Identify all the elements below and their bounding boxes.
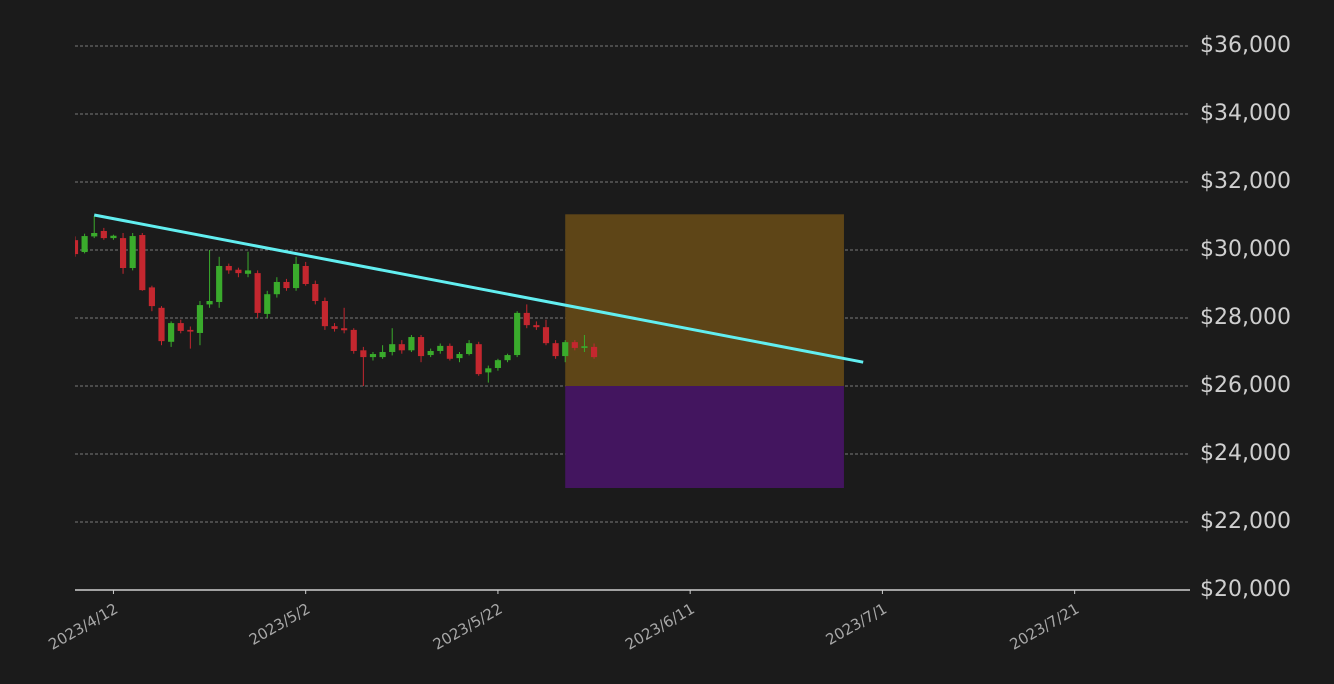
candle-body (552, 343, 559, 357)
zone (565, 214, 844, 386)
candle-body (158, 307, 165, 342)
candle-body (75, 240, 79, 255)
candle-body (350, 329, 357, 351)
candle-body (533, 325, 540, 328)
candle-body (437, 345, 444, 351)
candle-body (129, 236, 136, 269)
candle-body (168, 323, 175, 342)
candle-body (523, 312, 530, 326)
candle-body (581, 346, 588, 348)
candle-body (542, 327, 550, 344)
candle-body (379, 352, 386, 358)
candle-body (590, 346, 598, 358)
candle-body (91, 233, 98, 237)
candle-body (177, 323, 184, 331)
candle-body (283, 281, 290, 289)
candle-body (225, 265, 232, 271)
candle-body (408, 337, 415, 351)
candle-body (312, 284, 319, 301)
candle-body (81, 236, 88, 253)
candle-body (148, 287, 155, 307)
candle-body (360, 350, 367, 358)
candle-body (456, 354, 463, 359)
candle-body (427, 350, 434, 356)
candle-body (110, 235, 117, 239)
y-tick-label: $22,000 (1200, 509, 1291, 534)
x-tick-label: 2023/4/12 (45, 600, 121, 654)
trend-line (93, 213, 864, 364)
candle-body (273, 281, 280, 295)
candle-body (254, 273, 261, 313)
candle-body (139, 235, 146, 291)
candle-body (466, 343, 473, 355)
candle-body (216, 265, 223, 303)
candle-body (398, 344, 405, 351)
candle-body (244, 270, 252, 274)
x-tick-label: 2023/6/11 (622, 600, 698, 654)
x-tick-label: 2023/5/2 (246, 600, 313, 649)
candle-body (369, 354, 377, 358)
x-tick-label: 2023/7/1 (823, 600, 890, 649)
candle-body (293, 263, 300, 289)
candle-body (264, 294, 271, 314)
x-tick-label: 2023/5/22 (430, 600, 506, 654)
y-tick-label: $36,000 (1200, 33, 1291, 58)
candle-body (504, 355, 511, 361)
candle-body (187, 329, 194, 332)
candle-body (389, 344, 396, 352)
candle-body (494, 360, 502, 368)
candle-body (331, 326, 338, 329)
candle-body (206, 301, 213, 305)
y-tick-label: $32,000 (1200, 169, 1291, 194)
candle-body (514, 312, 521, 356)
candle-body (302, 265, 309, 284)
candle-body (485, 368, 492, 373)
candle-body (571, 342, 578, 348)
candle-body (100, 230, 107, 239)
candle-body (341, 328, 348, 331)
zone (565, 386, 844, 488)
candle-body (475, 344, 482, 375)
y-tick-label: $30,000 (1200, 237, 1291, 262)
y-tick-label: $26,000 (1200, 373, 1291, 398)
candle-body (562, 342, 569, 357)
candle-body (235, 269, 242, 274)
candle-body (196, 305, 204, 333)
candle-body (417, 337, 425, 357)
x-tick-label: 2023/7/21 (1007, 600, 1083, 654)
y-tick-label: $34,000 (1200, 101, 1291, 126)
candle-body (446, 345, 453, 359)
candle-body (119, 238, 127, 269)
plot-area (75, 213, 864, 488)
y-tick-label: $28,000 (1200, 305, 1291, 330)
y-tick-label: $20,000 (1200, 577, 1291, 602)
y-tick-label: $24,000 (1200, 441, 1291, 466)
candle-body (321, 301, 328, 327)
